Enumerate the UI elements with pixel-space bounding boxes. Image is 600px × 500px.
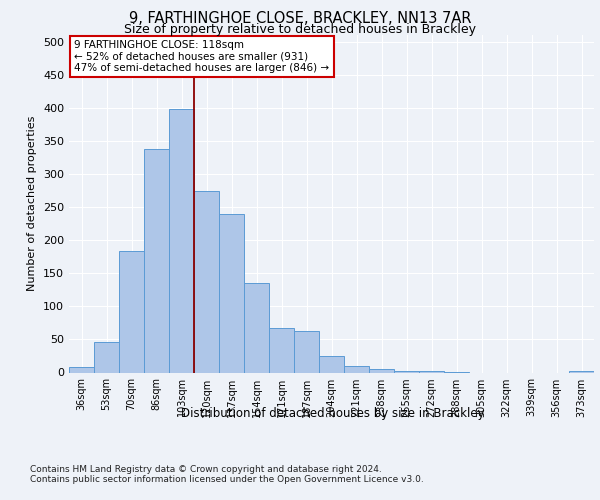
Bar [69, 367, 94, 372]
Bar [219, 214, 244, 372]
Bar [144, 150, 169, 372]
Bar [569, 370, 594, 372]
Bar [194, 190, 219, 372]
Bar [244, 283, 269, 372]
Text: Contains HM Land Registry data © Crown copyright and database right 2024.
Contai: Contains HM Land Registry data © Crown c… [30, 465, 424, 484]
Bar [269, 328, 294, 372]
Bar [119, 250, 144, 372]
Text: Size of property relative to detached houses in Brackley: Size of property relative to detached ho… [124, 22, 476, 36]
Bar [419, 371, 444, 372]
Bar [169, 109, 194, 372]
Text: 9, FARTHINGHOE CLOSE, BRACKLEY, NN13 7AR: 9, FARTHINGHOE CLOSE, BRACKLEY, NN13 7AR [129, 11, 471, 26]
Text: Distribution of detached houses by size in Brackley: Distribution of detached houses by size … [181, 408, 485, 420]
Bar [394, 370, 419, 372]
Bar [369, 369, 394, 372]
Bar [319, 356, 344, 372]
Y-axis label: Number of detached properties: Number of detached properties [28, 116, 37, 292]
Bar [344, 366, 369, 372]
Bar [94, 342, 119, 372]
Text: 9 FARTHINGHOE CLOSE: 118sqm
← 52% of detached houses are smaller (931)
47% of se: 9 FARTHINGHOE CLOSE: 118sqm ← 52% of det… [74, 40, 329, 74]
Bar [294, 332, 319, 372]
